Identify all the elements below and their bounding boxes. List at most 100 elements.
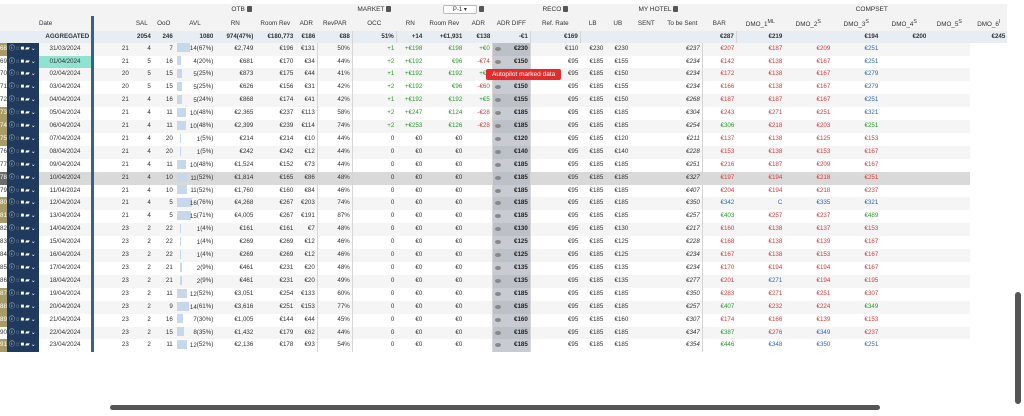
info-icon[interactable]: ⓘ: [8, 135, 16, 142]
table-row[interactable]: 90 ⓘ◌■▰⌄ 22/04/2024 23 2 15 8(35%) €1,432 €179 €6…: [0, 326, 1007, 340]
table-row[interactable]: 74 ⓘ◌■▰⌄ 06/04/2024 21 4 11 10(48%) €2,399 €239 €…: [0, 120, 1007, 133]
flag-icon[interactable]: ■: [20, 226, 26, 233]
comment-icon[interactable]: ◌: [15, 316, 21, 323]
col-sal[interactable]: SAL: [130, 16, 153, 32]
table-row[interactable]: 73 ⓘ◌■▰⌄ 05/04/2024 21 4 11 10(48%) €2,365 €237 €…: [0, 107, 1007, 121]
col-dmo2[interactable]: DMO_2S: [784, 16, 833, 32]
table-row[interactable]: 77 ⓘ◌■▰⌄ 09/04/2024 21 4 11 10(48%) €1,524 €152 €…: [0, 158, 1007, 172]
table-row[interactable]: 91 ⓘ◌■▰⌄ 23/04/2024 23 2 11 12(52%) €2,136 €178 €…: [0, 339, 1007, 353]
chevron-down-icon[interactable]: ⌄: [30, 97, 37, 104]
info-icon[interactable]: ⓘ: [8, 290, 16, 297]
flag-icon[interactable]: ■: [20, 316, 26, 323]
chevron-down-icon[interactable]: ⌄: [30, 45, 37, 52]
flag-icon[interactable]: ■: [20, 265, 26, 271]
flag-icon[interactable]: ■: [20, 213, 26, 220]
table-row[interactable]: 78 ⓘ◌■▰⌄ 10/04/2024 21 4 10 11(52%) €1,814 €165 €…: [0, 171, 1007, 185]
comment-icon[interactable]: ◌: [15, 239, 21, 246]
chart-icon[interactable]: ▰: [25, 161, 31, 168]
table-row[interactable]: 70 ⓘ◌■▰⌄ 02/04/2024 20 5 15 5(25%) €873 €175 €44 4…: [0, 68, 1007, 82]
trash-icon[interactable]: [563, 6, 569, 13]
info-icon[interactable]: ⓘ: [8, 97, 16, 104]
comment-icon[interactable]: ◌: [15, 123, 21, 130]
info-icon[interactable]: ⓘ: [8, 71, 16, 78]
chart-icon[interactable]: ▰: [25, 213, 31, 220]
flag-icon[interactable]: ■: [20, 174, 26, 181]
col-lb[interactable]: LB: [580, 16, 606, 32]
flag-icon[interactable]: ■: [20, 45, 26, 52]
chevron-down-icon[interactable]: ⌄: [30, 226, 37, 233]
eye-icon[interactable]: [494, 330, 501, 335]
info-icon[interactable]: ⓘ: [8, 58, 16, 65]
chart-icon[interactable]: ▰: [25, 187, 31, 194]
col-to-be-sent[interactable]: To be Sent: [662, 16, 703, 32]
table-row[interactable]: 84 ⓘ◌■▰⌄ 16/04/2024 23 2 22 1(4%) €269 €269 €12 46…: [0, 249, 1007, 262]
comment-icon[interactable]: ◌: [15, 135, 21, 142]
eye-icon[interactable]: [494, 266, 501, 270]
col-bar[interactable]: BAR: [702, 16, 737, 32]
info-icon[interactable]: ⓘ: [8, 252, 16, 259]
col-rn[interactable]: RN: [215, 16, 256, 32]
flag-icon[interactable]: ■: [20, 123, 26, 130]
table-row[interactable]: 87 ⓘ◌■▰⌄ 19/04/2024 23 2 11 12(52%) €3,051 €254 €…: [0, 287, 1007, 301]
info-icon[interactable]: ⓘ: [8, 174, 16, 181]
eye-icon[interactable]: [494, 59, 501, 64]
info-icon[interactable]: ⓘ: [8, 342, 16, 349]
chevron-down-icon[interactable]: ⌄: [30, 110, 37, 117]
table-row[interactable]: 75 ⓘ◌■▰⌄ 07/04/2024 21 4 20 1(5%) €214 €214 €10 44…: [0, 132, 1007, 146]
eye-icon[interactable]: [494, 162, 501, 167]
trash-icon[interactable]: [246, 6, 252, 13]
trash-icon[interactable]: [673, 6, 679, 13]
table-row[interactable]: 81 ⓘ◌■▰⌄ 13/04/2024 21 4 5 15(71%) €4,005 €267 €1…: [0, 210, 1007, 224]
chart-icon[interactable]: ▰: [25, 97, 31, 104]
eye-icon[interactable]: [494, 317, 501, 322]
col-occ[interactable]: OCC: [352, 16, 397, 32]
eye-icon[interactable]: [494, 291, 501, 296]
info-icon[interactable]: ⓘ: [8, 187, 16, 194]
chart-icon[interactable]: ▰: [25, 239, 31, 246]
chevron-down-icon[interactable]: ⌄: [30, 239, 37, 246]
chevron-down-icon[interactable]: ⌄: [30, 342, 37, 349]
chevron-down-icon[interactable]: ⌄: [30, 329, 37, 336]
eye-icon[interactable]: [494, 343, 501, 348]
flag-icon[interactable]: ■: [20, 342, 26, 349]
info-icon[interactable]: ⓘ: [8, 123, 16, 130]
table-row[interactable]: 76 ⓘ◌■▰⌄ 08/04/2024 21 4 20 1(5%) €242 €242 €12 44…: [0, 145, 1007, 159]
comment-icon[interactable]: ◌: [15, 252, 21, 259]
chevron-down-icon[interactable]: ⌄: [30, 187, 37, 194]
col-pickup-rn[interactable]: RN: [396, 16, 425, 32]
table-row[interactable]: 88 ⓘ◌■▰⌄ 20/04/2024 23 2 9 14(61%) €3,616 €251 €1…: [0, 300, 1007, 314]
info-icon[interactable]: ⓘ: [8, 316, 16, 323]
comment-icon[interactable]: ◌: [15, 148, 21, 155]
eye-icon[interactable]: [494, 240, 501, 245]
chart-icon[interactable]: ▰: [25, 174, 31, 181]
chevron-down-icon[interactable]: ⌄: [30, 174, 37, 181]
col-ref-rate[interactable]: Ref. Rate: [530, 16, 581, 32]
eye-icon[interactable]: [494, 98, 501, 103]
flag-icon[interactable]: ■: [20, 200, 26, 207]
table-row[interactable]: 82 ⓘ◌■▰⌄ 14/04/2024 23 2 22 1(4%) €161 €161 €7 48%…: [0, 223, 1007, 237]
chart-icon[interactable]: ▰: [25, 123, 31, 130]
info-icon[interactable]: ⓘ: [8, 213, 16, 220]
chevron-down-icon[interactable]: ⌄: [30, 316, 37, 323]
info-icon[interactable]: ⓘ: [8, 45, 16, 52]
chart-icon[interactable]: ▰: [25, 226, 31, 233]
info-icon[interactable]: ⓘ: [8, 200, 16, 207]
flag-icon[interactable]: ■: [20, 329, 26, 336]
col-oso[interactable]: OoO: [152, 16, 175, 32]
table-row[interactable]: 80 ⓘ◌■▰⌄ 12/04/2024 21 4 5 16(76%) €4,268 €267 €2…: [0, 197, 1007, 211]
table-row[interactable]: 89 ⓘ◌■▰⌄ 21/04/2024 23 2 16 7(30%) €1,005 €144 €4…: [0, 313, 1007, 327]
comment-icon[interactable]: ◌: [15, 265, 21, 271]
col-dmo3[interactable]: DMO_3S: [832, 16, 881, 32]
comment-icon[interactable]: ◌: [15, 329, 21, 336]
info-icon[interactable]: ⓘ: [8, 239, 16, 246]
info-icon[interactable]: ⓘ: [8, 226, 16, 233]
chevron-down-icon[interactable]: ⌄: [30, 135, 37, 142]
chevron-down-icon[interactable]: ⌄: [30, 200, 37, 207]
col-dmo6[interactable]: DMO_6I: [970, 16, 1008, 32]
trash-icon[interactable]: [386, 6, 392, 13]
chart-icon[interactable]: ▰: [25, 58, 31, 65]
flag-icon[interactable]: ■: [20, 187, 26, 194]
chart-icon[interactable]: ▰: [25, 148, 31, 155]
flag-icon[interactable]: ■: [20, 135, 26, 142]
flag-icon[interactable]: ■: [20, 110, 26, 117]
